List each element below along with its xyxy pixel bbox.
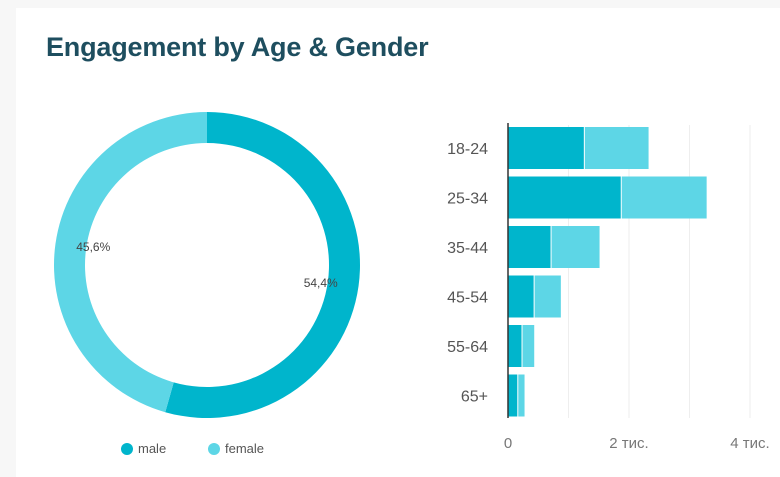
x-tick-label: 4 тис.: [730, 435, 769, 452]
bar-female-65+: [518, 374, 525, 417]
bar-female-18-24: [584, 127, 649, 169]
bar-female-25-34: [621, 176, 707, 219]
bar-female-35-44: [551, 226, 600, 268]
x-tick-label: 0: [504, 435, 512, 452]
legend-label-female: female: [225, 441, 264, 456]
legend-label-male: male: [138, 441, 166, 456]
bar-female-55-64: [522, 325, 535, 367]
bar-male-25-34: [508, 176, 621, 219]
category-label: 55-64: [447, 339, 488, 356]
category-label: 18-24: [447, 141, 488, 158]
category-label: 35-44: [447, 240, 488, 257]
category-label: 65+: [461, 389, 488, 406]
donut-label-male: 54,4%: [304, 276, 338, 290]
bar-male-55-64: [508, 325, 522, 367]
legend-dot-female: [208, 443, 220, 455]
x-tick-label: 2 тис.: [609, 435, 648, 452]
donut-slice-male: [165, 112, 360, 418]
category-label: 45-54: [447, 290, 488, 307]
legend-dot-male: [121, 443, 133, 455]
bar-male-18-24: [508, 127, 584, 169]
bar-male-45-54: [508, 275, 534, 318]
donut-slice-female: [53, 112, 207, 413]
chart-title: Engagement by Age & Gender: [46, 32, 429, 62]
bar-female-45-54: [534, 275, 561, 318]
bar-male-35-44: [508, 226, 551, 268]
donut-label-female: 45,6%: [76, 240, 110, 254]
category-label: 25-34: [447, 191, 488, 208]
bar-male-65+: [508, 374, 518, 417]
